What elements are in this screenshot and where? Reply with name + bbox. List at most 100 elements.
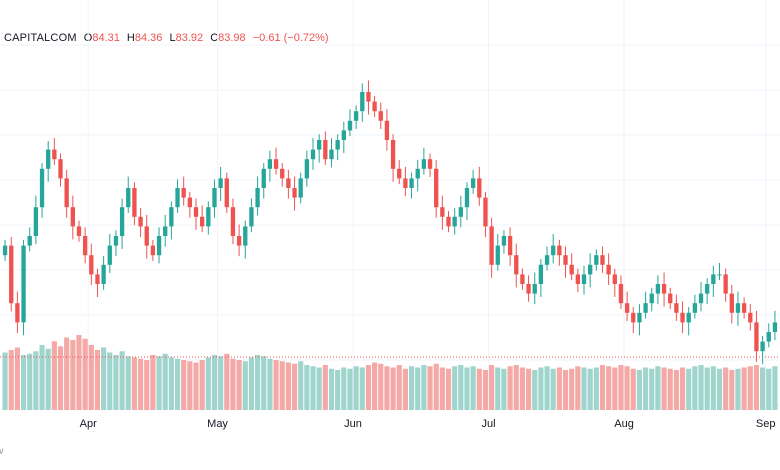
volume-bar xyxy=(20,355,27,410)
volume-bar xyxy=(390,367,396,410)
candle-body xyxy=(378,111,383,121)
candle-body xyxy=(175,188,180,208)
volume-bar xyxy=(174,358,181,410)
volume-bar xyxy=(538,367,544,410)
candle-body xyxy=(772,322,778,332)
candle-body xyxy=(292,188,297,198)
volume-bar xyxy=(698,365,704,410)
volume-bar xyxy=(45,348,51,410)
volume-bar xyxy=(205,357,211,410)
candle-body xyxy=(390,140,396,169)
volume-bar xyxy=(39,345,45,410)
candle-body xyxy=(113,236,119,246)
candle-body xyxy=(27,236,32,246)
candle-body xyxy=(372,101,377,112)
candle-body xyxy=(514,255,519,275)
candle-body xyxy=(544,255,550,265)
volume-bar xyxy=(193,362,199,410)
x-tick-label: Apr xyxy=(80,418,97,430)
candle-body xyxy=(89,255,94,275)
candle-body xyxy=(489,226,494,265)
candle-body xyxy=(95,274,100,284)
candle-body xyxy=(563,255,568,265)
volume-bar xyxy=(101,347,107,410)
volume-bar xyxy=(113,355,119,410)
symbol-label: CAPITALCOM xyxy=(4,32,77,44)
volume-bar xyxy=(150,355,156,410)
candle-body xyxy=(360,92,365,112)
ohlc-legend: CAPITALCOM O84.31 H84.36 L83.92 C83.98 −… xyxy=(4,32,329,44)
candle-body xyxy=(46,149,51,169)
volume-bar xyxy=(14,347,20,410)
candle-body xyxy=(107,245,112,265)
candle-body xyxy=(15,303,20,323)
volume-bar xyxy=(27,353,33,410)
candle-body xyxy=(206,207,211,227)
candle-body xyxy=(532,284,537,294)
candle-body xyxy=(193,207,199,217)
volume-bar xyxy=(556,367,562,410)
candle-body xyxy=(9,245,14,304)
candle-body xyxy=(421,159,427,169)
candle-body xyxy=(132,188,137,217)
volume-bar xyxy=(470,366,476,410)
volume-bar xyxy=(716,368,723,410)
volume-bar xyxy=(365,365,372,410)
volume-bar xyxy=(8,350,14,410)
volume-bar xyxy=(501,368,507,410)
candle-body xyxy=(557,245,562,256)
close-value: 83.98 xyxy=(218,32,246,44)
volume-bar xyxy=(230,358,236,410)
volume-bar xyxy=(439,367,445,410)
candle-body xyxy=(366,92,371,102)
candle-body xyxy=(310,149,316,160)
candle-body xyxy=(298,178,303,198)
volume-bar xyxy=(550,368,556,410)
candle-body xyxy=(138,216,143,227)
candle-body xyxy=(723,274,728,294)
candle-body xyxy=(353,111,359,121)
volume-bar xyxy=(76,335,82,410)
volume-bar xyxy=(168,357,174,410)
candle-body xyxy=(551,245,556,256)
candle-body xyxy=(470,178,476,188)
volume-bar xyxy=(661,367,667,410)
volume-bar xyxy=(144,360,150,410)
volume-bar xyxy=(710,366,716,410)
x-tick-label: Jul xyxy=(482,418,496,430)
candle-body xyxy=(415,168,420,179)
candle-body xyxy=(156,236,162,256)
candle-body xyxy=(341,130,346,140)
volume-bar xyxy=(729,370,735,410)
volume-bar xyxy=(347,368,353,410)
volume-bar xyxy=(415,367,421,410)
candle-body xyxy=(409,178,414,188)
volume-bar xyxy=(427,366,433,410)
watermark-text: w xyxy=(0,446,3,457)
candle-body xyxy=(236,236,242,246)
volume-bar xyxy=(735,368,741,410)
volume-bar xyxy=(643,367,649,410)
candle-body xyxy=(588,264,593,275)
candle-body xyxy=(760,341,765,352)
volume-bar xyxy=(261,356,267,410)
candle-body xyxy=(446,216,451,227)
candle-body xyxy=(230,207,236,236)
candle-body xyxy=(261,168,266,188)
candle-body xyxy=(741,303,747,313)
candle-body xyxy=(434,168,439,208)
volume-bar xyxy=(2,352,8,410)
candle-body xyxy=(280,168,285,179)
volume-bar xyxy=(679,367,686,410)
candle-body xyxy=(643,303,648,313)
volume-bar xyxy=(328,368,335,410)
candle-body xyxy=(748,312,753,323)
candle-body xyxy=(329,149,334,160)
volume-bar xyxy=(378,363,384,410)
candle-body xyxy=(267,159,273,169)
volume-bar xyxy=(458,365,464,410)
candle-body xyxy=(335,140,340,150)
volume-bar xyxy=(255,355,261,410)
x-tick-label: Aug xyxy=(614,418,634,430)
